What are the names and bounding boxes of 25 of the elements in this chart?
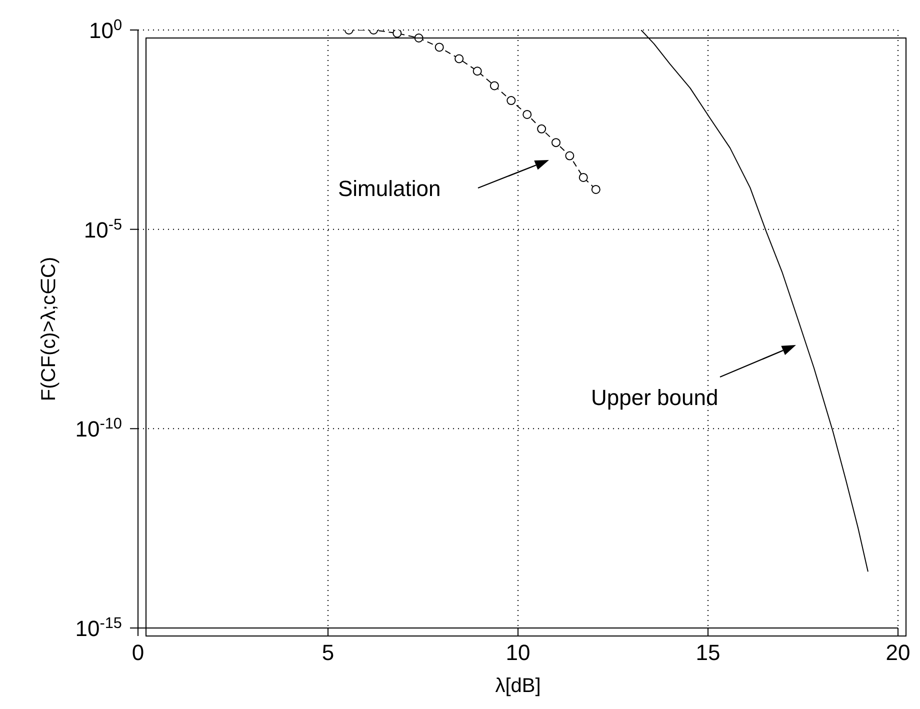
point [490,81,499,90]
x-tick-label: 20 [886,640,910,665]
y-tick-label: 10$^{-10}$ [75,415,122,442]
x-tick-label: 5 [322,640,334,665]
x-tick-label: 10 [506,640,530,665]
y-tick-label: 10$^{0}$ [88,16,122,43]
annotation: Simulation [338,176,441,201]
point [537,124,546,134]
point [506,96,516,106]
y-tick-label: 10$^{-5}$ [84,216,122,242]
point [392,30,402,38]
annotation: Upper bound [591,385,718,410]
y-tick-label: 10$^{-15}$ [75,614,122,641]
point [434,42,444,52]
x-axis-title: λ[dB] [495,675,541,697]
x-tick-label: 0 [132,640,144,665]
point [454,54,464,64]
y-axis-title: F(CF(c)>λ;c∈C) [38,256,60,402]
point [578,172,588,182]
point [472,66,482,76]
point [522,110,532,119]
x-tick-label: 15 [696,640,720,665]
point [591,184,600,194]
point [552,138,560,148]
point [565,151,574,160]
